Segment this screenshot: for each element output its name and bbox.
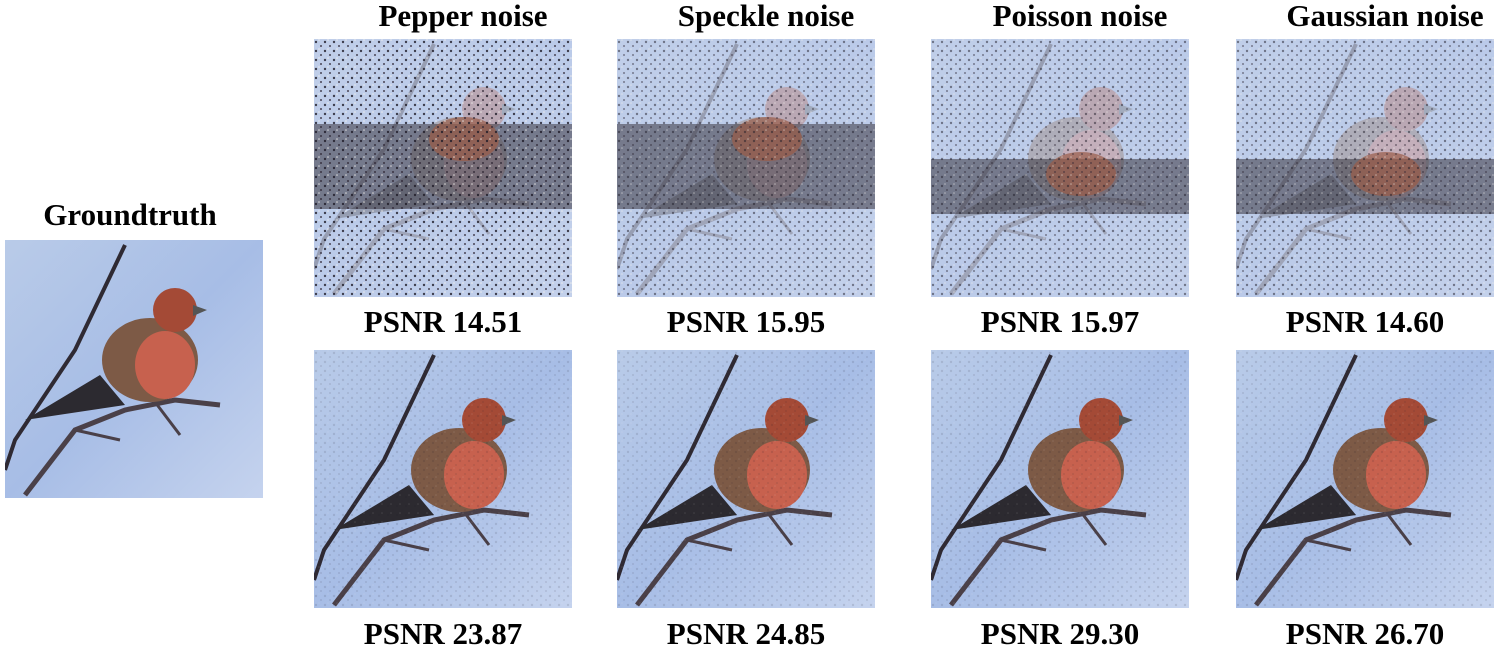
noisy-image bbox=[1236, 39, 1494, 297]
noise-layer bbox=[931, 39, 1189, 297]
psnr-label: PSNR 15.95 bbox=[667, 304, 825, 339]
psnr-label: PSNR 29.30 bbox=[981, 616, 1139, 651]
psnr-label: PSNR 15.97 bbox=[981, 304, 1139, 339]
groundtruth-image bbox=[5, 240, 263, 498]
column-header: Pepper noise bbox=[378, 0, 547, 33]
column-header: Poisson noise bbox=[993, 0, 1168, 33]
noisy-image bbox=[617, 39, 875, 297]
noise-layer bbox=[1236, 350, 1494, 608]
psnr-label: PSNR 14.51 bbox=[364, 304, 522, 339]
psnr-label: PSNR 26.70 bbox=[1286, 616, 1444, 651]
psnr-label: PSNR 24.85 bbox=[667, 616, 825, 651]
restored-image bbox=[1236, 350, 1494, 608]
noise-layer bbox=[314, 39, 572, 297]
column-header: Gaussian noise bbox=[1286, 0, 1483, 33]
column-header: Speckle noise bbox=[678, 0, 855, 33]
noise-layer bbox=[314, 350, 572, 608]
restored-image bbox=[931, 350, 1189, 608]
psnr-label: PSNR 23.87 bbox=[364, 616, 522, 651]
noise-layer bbox=[617, 350, 875, 608]
noisy-image bbox=[931, 39, 1189, 297]
groundtruth-label: Groundtruth bbox=[43, 197, 216, 232]
noise-layer bbox=[1236, 39, 1494, 297]
psnr-label: PSNR 14.60 bbox=[1286, 304, 1444, 339]
noise-layer bbox=[617, 39, 875, 297]
noise-layer bbox=[931, 350, 1189, 608]
restored-image bbox=[617, 350, 875, 608]
noisy-image bbox=[314, 39, 572, 297]
restored-image bbox=[314, 350, 572, 608]
